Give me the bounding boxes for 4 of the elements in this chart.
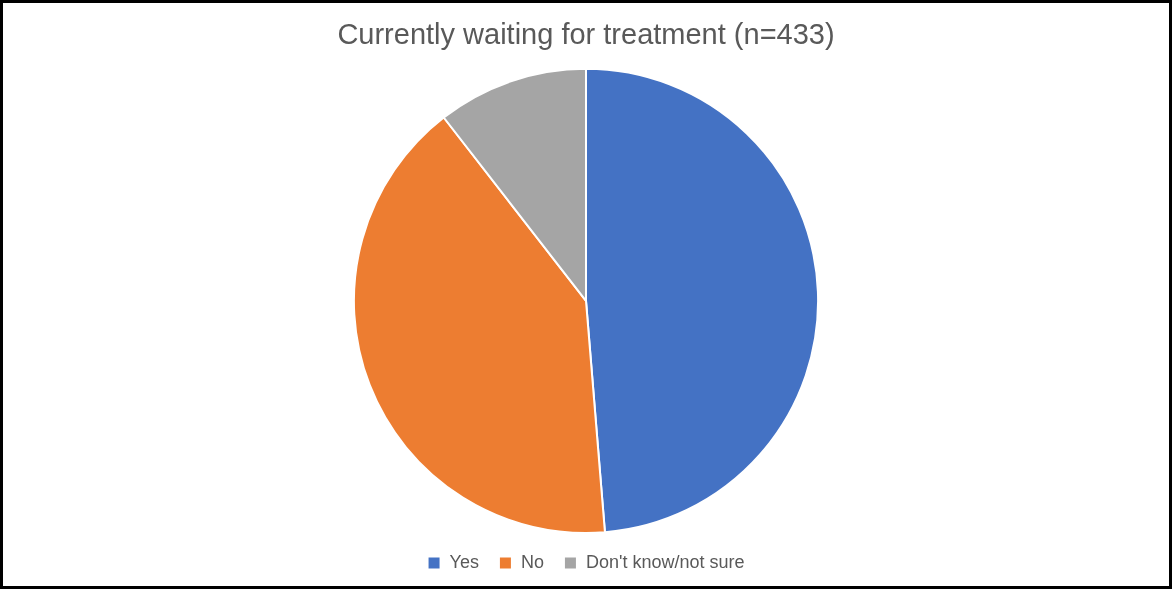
legend-label: Don't know/not sure [585, 551, 745, 572]
legend-label: No [520, 551, 544, 572]
chart-title: Currently waiting for treatment (n=433) [337, 18, 835, 51]
legend-label: Yes [449, 551, 479, 572]
